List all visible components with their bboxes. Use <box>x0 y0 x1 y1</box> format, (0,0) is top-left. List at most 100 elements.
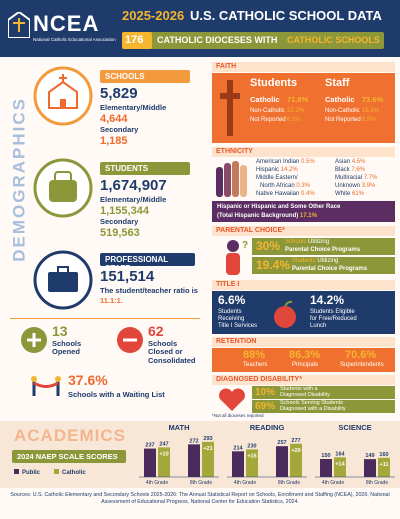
score-bar <box>232 451 244 477</box>
grade-label: 4th Grade <box>234 480 256 486</box>
ethnicity-item: Hispanic 14.2% <box>256 167 298 173</box>
score-label: 257 <box>277 440 286 446</box>
schools-total: 5,829 <box>100 85 138 102</box>
ethnicity-item: Unknown 3.9% <box>335 183 376 189</box>
opened: 13 <box>52 323 68 339</box>
ethnicity-item: North African 0.3% <box>260 183 311 189</box>
score-label: 160 <box>379 452 388 458</box>
title-i-label: Lunch <box>310 323 327 329</box>
difference-label: +20 <box>291 448 300 454</box>
schools-elementary-label: Elementary/Middle <box>100 103 167 112</box>
academics-subtitle: 2024 NAEP SCALE SCORES <box>12 450 126 463</box>
subject-title: SCIENCE <box>338 423 371 432</box>
difference-label: +11 <box>379 462 388 468</box>
legend-swatch <box>14 469 19 474</box>
hispanic-total: (Total Hispanic Background) 17.1% <box>217 213 317 219</box>
faith-title: FAITH <box>212 62 395 72</box>
retention-box <box>212 348 395 372</box>
title-i-box <box>212 291 395 334</box>
score-label: 150 <box>321 453 330 459</box>
choice-label: Parental Choice Programs <box>285 247 361 253</box>
schools-secondary-label: Secondary <box>100 125 139 134</box>
score-label: 272 <box>189 438 198 444</box>
disability-note: *Not all dioceses reported <box>212 413 264 418</box>
difference-label: +10 <box>159 451 168 457</box>
schools-elementary: 4,644 <box>100 113 128 125</box>
schools-secondary: 1,185 <box>100 135 128 147</box>
title-i-label: Receiving <box>218 316 245 322</box>
sources: Sources: U.S. Catholic Elementary and Se… <box>10 492 390 505</box>
score-label: 164 <box>335 451 345 457</box>
score-label: 277 <box>291 438 300 444</box>
hispanic-box <box>212 201 395 222</box>
choice-value: 30% <box>256 239 281 253</box>
students-secondary: 519,563 <box>100 227 140 239</box>
difference-label: +14 <box>335 461 345 467</box>
faith-value: 16.5% <box>362 108 380 114</box>
staff-total: 151,514 <box>100 268 155 285</box>
faith-value: 6.0% <box>287 117 301 123</box>
faith-value: 71.8% <box>287 95 309 104</box>
score-bar <box>158 447 170 477</box>
retention-title: RETENTION <box>212 337 395 347</box>
students-title: STUDENTS <box>100 162 190 175</box>
score-bar <box>144 448 156 477</box>
faith-students-heading: Students <box>250 77 298 89</box>
schools-icon <box>33 66 93 126</box>
choice-row <box>252 257 395 274</box>
score-label: 293 <box>203 436 212 442</box>
choice-icon: ? <box>226 240 248 275</box>
dioceses-count: 176 <box>125 34 144 46</box>
students-elementary: 1,155,344 <box>100 205 149 217</box>
dioceses-text: CATHOLIC DIOCESES WITH <box>157 35 278 45</box>
ethnicity-item: Multiracial 7.7% <box>335 175 378 181</box>
closed-icon <box>117 327 143 353</box>
choice-label: Schools Utilizing <box>285 239 330 245</box>
score-bar <box>378 457 390 477</box>
dioceses-count-box <box>122 32 152 49</box>
score-bar <box>246 449 258 477</box>
retention-label: Teachers <box>243 362 268 368</box>
retention-value: 86.3% <box>289 349 321 361</box>
opened-icon <box>21 327 47 353</box>
staff-title: PROFESSIONAL STAFF <box>100 253 195 273</box>
divider <box>10 318 200 319</box>
disability-value: 10% <box>255 387 276 398</box>
difference-label: +21 <box>203 446 212 452</box>
score-label: 237 <box>145 443 154 449</box>
logo: NCEA <box>33 11 100 36</box>
title-i-value: 6.6% <box>218 293 246 307</box>
subject-title: MATH <box>168 423 189 432</box>
faith-label: Not Reported <box>325 117 361 123</box>
logo-subtitle: National Catholic Educational Associatio… <box>33 37 116 42</box>
title-year: 2025-2026 <box>122 8 185 23</box>
grade-label: 4th Grade <box>146 480 168 486</box>
grade-label: 8th Grade <box>278 480 300 486</box>
cross-icon <box>220 80 240 136</box>
waiting-label: Schools with a Waiting List <box>68 390 165 399</box>
score-bar <box>290 443 302 477</box>
ratio: 11.1:1. <box>100 296 123 305</box>
score-bar <box>202 441 214 477</box>
disability-row <box>252 386 395 399</box>
score-label: 149 <box>365 453 374 459</box>
legend-label: Catholic <box>62 470 86 476</box>
schools-title: SCHOOLS <box>100 70 190 83</box>
faith-label: Catholic <box>250 95 280 104</box>
faith-box <box>212 73 395 143</box>
dioceses-box <box>122 32 384 49</box>
score-label: 230 <box>247 443 256 449</box>
dioceses-highlight: CATHOLIC SCHOOLS <box>287 35 380 45</box>
score-bar <box>188 444 200 477</box>
subject-title: READING <box>250 423 285 432</box>
ethnicity-item: Black 7.6% <box>335 167 366 173</box>
score-bar <box>364 459 376 477</box>
disability-label: Diagnosed Disability <box>280 392 330 398</box>
svg-text:?: ? <box>242 240 248 251</box>
heart-icon <box>219 388 245 411</box>
legend-swatch <box>54 469 59 474</box>
ethnicity-item: Native Hawaiian 0.4% <box>256 191 315 197</box>
disability-label: Diagnosed with a Disability <box>280 406 346 412</box>
hispanic-note: Hispanic or Hispanic and Some Other Race <box>217 204 341 210</box>
